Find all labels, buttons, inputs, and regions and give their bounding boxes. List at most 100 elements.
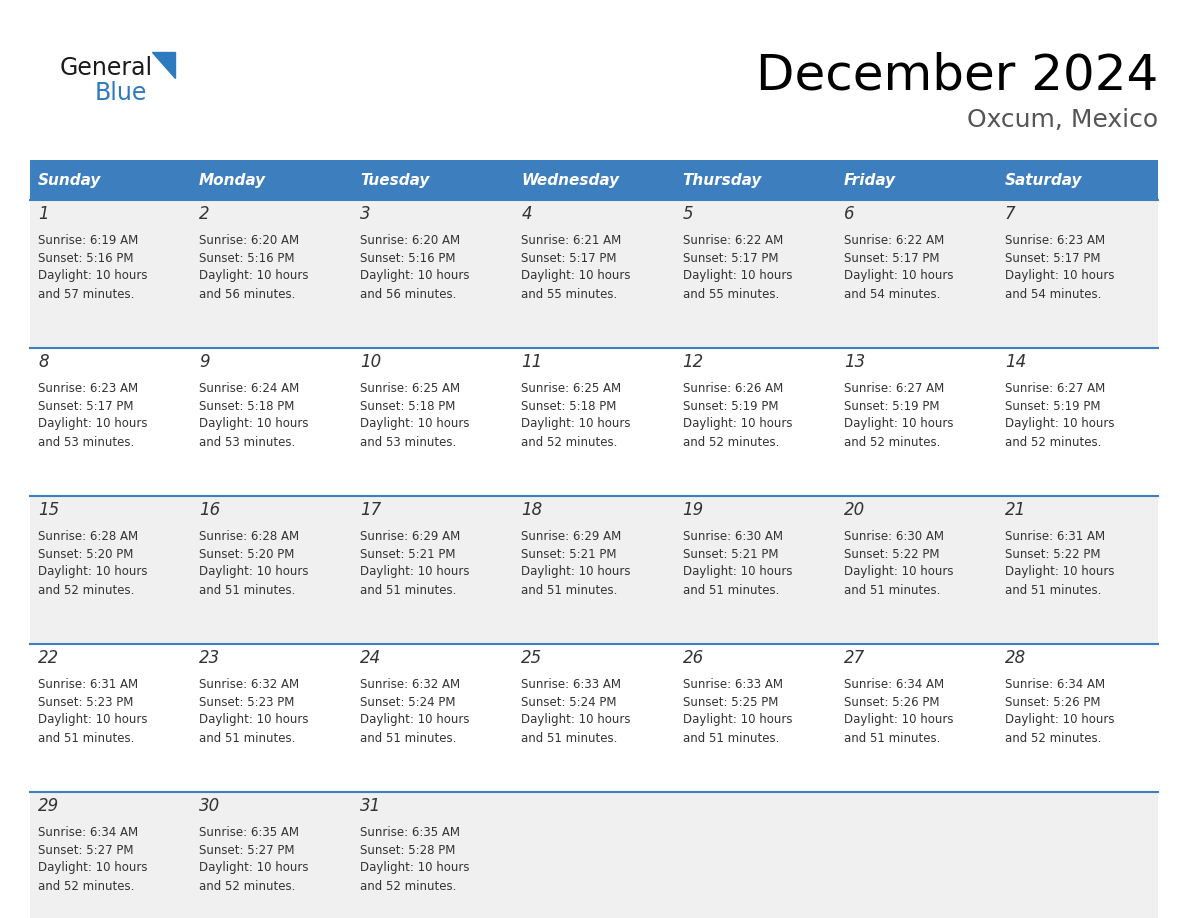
Text: 17: 17: [360, 501, 381, 519]
Text: Daylight: 10 hours: Daylight: 10 hours: [843, 418, 953, 431]
Text: and 52 minutes.: and 52 minutes.: [38, 879, 134, 892]
Text: Sunrise: 6:25 AM: Sunrise: 6:25 AM: [522, 382, 621, 395]
Text: Sunrise: 6:31 AM: Sunrise: 6:31 AM: [1005, 530, 1105, 543]
Text: Daylight: 10 hours: Daylight: 10 hours: [200, 270, 309, 283]
Text: Sunset: 5:17 PM: Sunset: 5:17 PM: [843, 252, 940, 264]
Text: 23: 23: [200, 649, 221, 667]
Text: Sunrise: 6:33 AM: Sunrise: 6:33 AM: [522, 677, 621, 690]
Text: Daylight: 10 hours: Daylight: 10 hours: [38, 270, 147, 283]
Text: Sunrise: 6:20 AM: Sunrise: 6:20 AM: [360, 233, 461, 247]
Text: Sunset: 5:23 PM: Sunset: 5:23 PM: [200, 696, 295, 709]
Text: Daylight: 10 hours: Daylight: 10 hours: [843, 713, 953, 726]
Text: Sunset: 5:18 PM: Sunset: 5:18 PM: [522, 399, 617, 412]
Text: Sunrise: 6:35 AM: Sunrise: 6:35 AM: [360, 825, 460, 838]
Bar: [513, 200, 675, 348]
Bar: [835, 348, 997, 496]
Text: Friday: Friday: [843, 173, 896, 187]
Bar: [30, 644, 191, 792]
Text: 26: 26: [683, 649, 703, 667]
Bar: [997, 200, 1158, 348]
Text: Saturday: Saturday: [1005, 173, 1082, 187]
Text: and 51 minutes.: and 51 minutes.: [1005, 584, 1101, 597]
Text: 21: 21: [1005, 501, 1026, 519]
Text: Sunset: 5:17 PM: Sunset: 5:17 PM: [38, 399, 133, 412]
Text: Daylight: 10 hours: Daylight: 10 hours: [200, 861, 309, 875]
Text: Sunday: Sunday: [38, 173, 101, 187]
Text: Daylight: 10 hours: Daylight: 10 hours: [360, 418, 469, 431]
Text: 19: 19: [683, 501, 703, 519]
Text: Daylight: 10 hours: Daylight: 10 hours: [683, 713, 792, 726]
Text: and 51 minutes.: and 51 minutes.: [200, 584, 296, 597]
Text: and 57 minutes.: and 57 minutes.: [38, 287, 134, 300]
Text: and 51 minutes.: and 51 minutes.: [200, 732, 296, 744]
Text: Sunrise: 6:20 AM: Sunrise: 6:20 AM: [200, 233, 299, 247]
Text: Sunrise: 6:34 AM: Sunrise: 6:34 AM: [843, 677, 943, 690]
Text: and 51 minutes.: and 51 minutes.: [522, 732, 618, 744]
Text: and 54 minutes.: and 54 minutes.: [843, 287, 940, 300]
Bar: [353, 644, 513, 792]
Bar: [353, 200, 513, 348]
Text: Daylight: 10 hours: Daylight: 10 hours: [38, 861, 147, 875]
Text: Daylight: 10 hours: Daylight: 10 hours: [1005, 270, 1114, 283]
Text: and 51 minutes.: and 51 minutes.: [843, 584, 940, 597]
Text: and 53 minutes.: and 53 minutes.: [360, 435, 456, 449]
Text: Daylight: 10 hours: Daylight: 10 hours: [522, 270, 631, 283]
Text: Daylight: 10 hours: Daylight: 10 hours: [522, 713, 631, 726]
Text: and 51 minutes.: and 51 minutes.: [360, 584, 456, 597]
Text: 16: 16: [200, 501, 221, 519]
Text: Daylight: 10 hours: Daylight: 10 hours: [683, 418, 792, 431]
Text: and 52 minutes.: and 52 minutes.: [200, 879, 296, 892]
Text: Sunset: 5:17 PM: Sunset: 5:17 PM: [683, 252, 778, 264]
Text: Sunrise: 6:30 AM: Sunrise: 6:30 AM: [683, 530, 783, 543]
Bar: [30, 496, 191, 644]
Bar: [835, 160, 997, 200]
Text: Daylight: 10 hours: Daylight: 10 hours: [1005, 418, 1114, 431]
Text: and 56 minutes.: and 56 minutes.: [360, 287, 456, 300]
Text: and 52 minutes.: and 52 minutes.: [522, 435, 618, 449]
Bar: [191, 200, 353, 348]
Text: and 52 minutes.: and 52 minutes.: [1005, 732, 1101, 744]
Text: Sunrise: 6:28 AM: Sunrise: 6:28 AM: [200, 530, 299, 543]
Text: Daylight: 10 hours: Daylight: 10 hours: [683, 270, 792, 283]
Text: Daylight: 10 hours: Daylight: 10 hours: [360, 713, 469, 726]
Bar: [675, 200, 835, 348]
Text: and 51 minutes.: and 51 minutes.: [683, 732, 779, 744]
Bar: [353, 348, 513, 496]
Text: and 54 minutes.: and 54 minutes.: [1005, 287, 1101, 300]
Bar: [191, 644, 353, 792]
Text: Daylight: 10 hours: Daylight: 10 hours: [38, 713, 147, 726]
Text: 22: 22: [38, 649, 59, 667]
Text: and 51 minutes.: and 51 minutes.: [522, 584, 618, 597]
Text: 27: 27: [843, 649, 865, 667]
Text: Sunset: 5:19 PM: Sunset: 5:19 PM: [1005, 399, 1100, 412]
Text: Daylight: 10 hours: Daylight: 10 hours: [1005, 713, 1114, 726]
Text: and 53 minutes.: and 53 minutes.: [200, 435, 296, 449]
Bar: [191, 160, 353, 200]
Text: Blue: Blue: [95, 81, 147, 105]
Bar: [835, 496, 997, 644]
Text: Daylight: 10 hours: Daylight: 10 hours: [843, 565, 953, 578]
Bar: [353, 792, 513, 918]
Text: Daylight: 10 hours: Daylight: 10 hours: [360, 270, 469, 283]
Text: Thursday: Thursday: [683, 173, 762, 187]
Text: Sunset: 5:20 PM: Sunset: 5:20 PM: [38, 547, 133, 561]
Text: Sunrise: 6:23 AM: Sunrise: 6:23 AM: [38, 382, 138, 395]
Bar: [675, 160, 835, 200]
Bar: [675, 644, 835, 792]
Text: Sunrise: 6:29 AM: Sunrise: 6:29 AM: [360, 530, 461, 543]
Text: Sunset: 5:17 PM: Sunset: 5:17 PM: [522, 252, 617, 264]
Bar: [30, 200, 191, 348]
Text: Sunrise: 6:30 AM: Sunrise: 6:30 AM: [843, 530, 943, 543]
Text: Sunrise: 6:25 AM: Sunrise: 6:25 AM: [360, 382, 461, 395]
Text: and 52 minutes.: and 52 minutes.: [360, 879, 456, 892]
Text: Daylight: 10 hours: Daylight: 10 hours: [843, 270, 953, 283]
Text: Sunset: 5:24 PM: Sunset: 5:24 PM: [360, 696, 456, 709]
Text: 3: 3: [360, 205, 371, 223]
Bar: [513, 644, 675, 792]
Text: Sunset: 5:24 PM: Sunset: 5:24 PM: [522, 696, 617, 709]
Text: and 55 minutes.: and 55 minutes.: [683, 287, 779, 300]
Text: 2: 2: [200, 205, 210, 223]
Bar: [997, 644, 1158, 792]
Text: Daylight: 10 hours: Daylight: 10 hours: [38, 565, 147, 578]
Text: Sunset: 5:22 PM: Sunset: 5:22 PM: [1005, 547, 1100, 561]
